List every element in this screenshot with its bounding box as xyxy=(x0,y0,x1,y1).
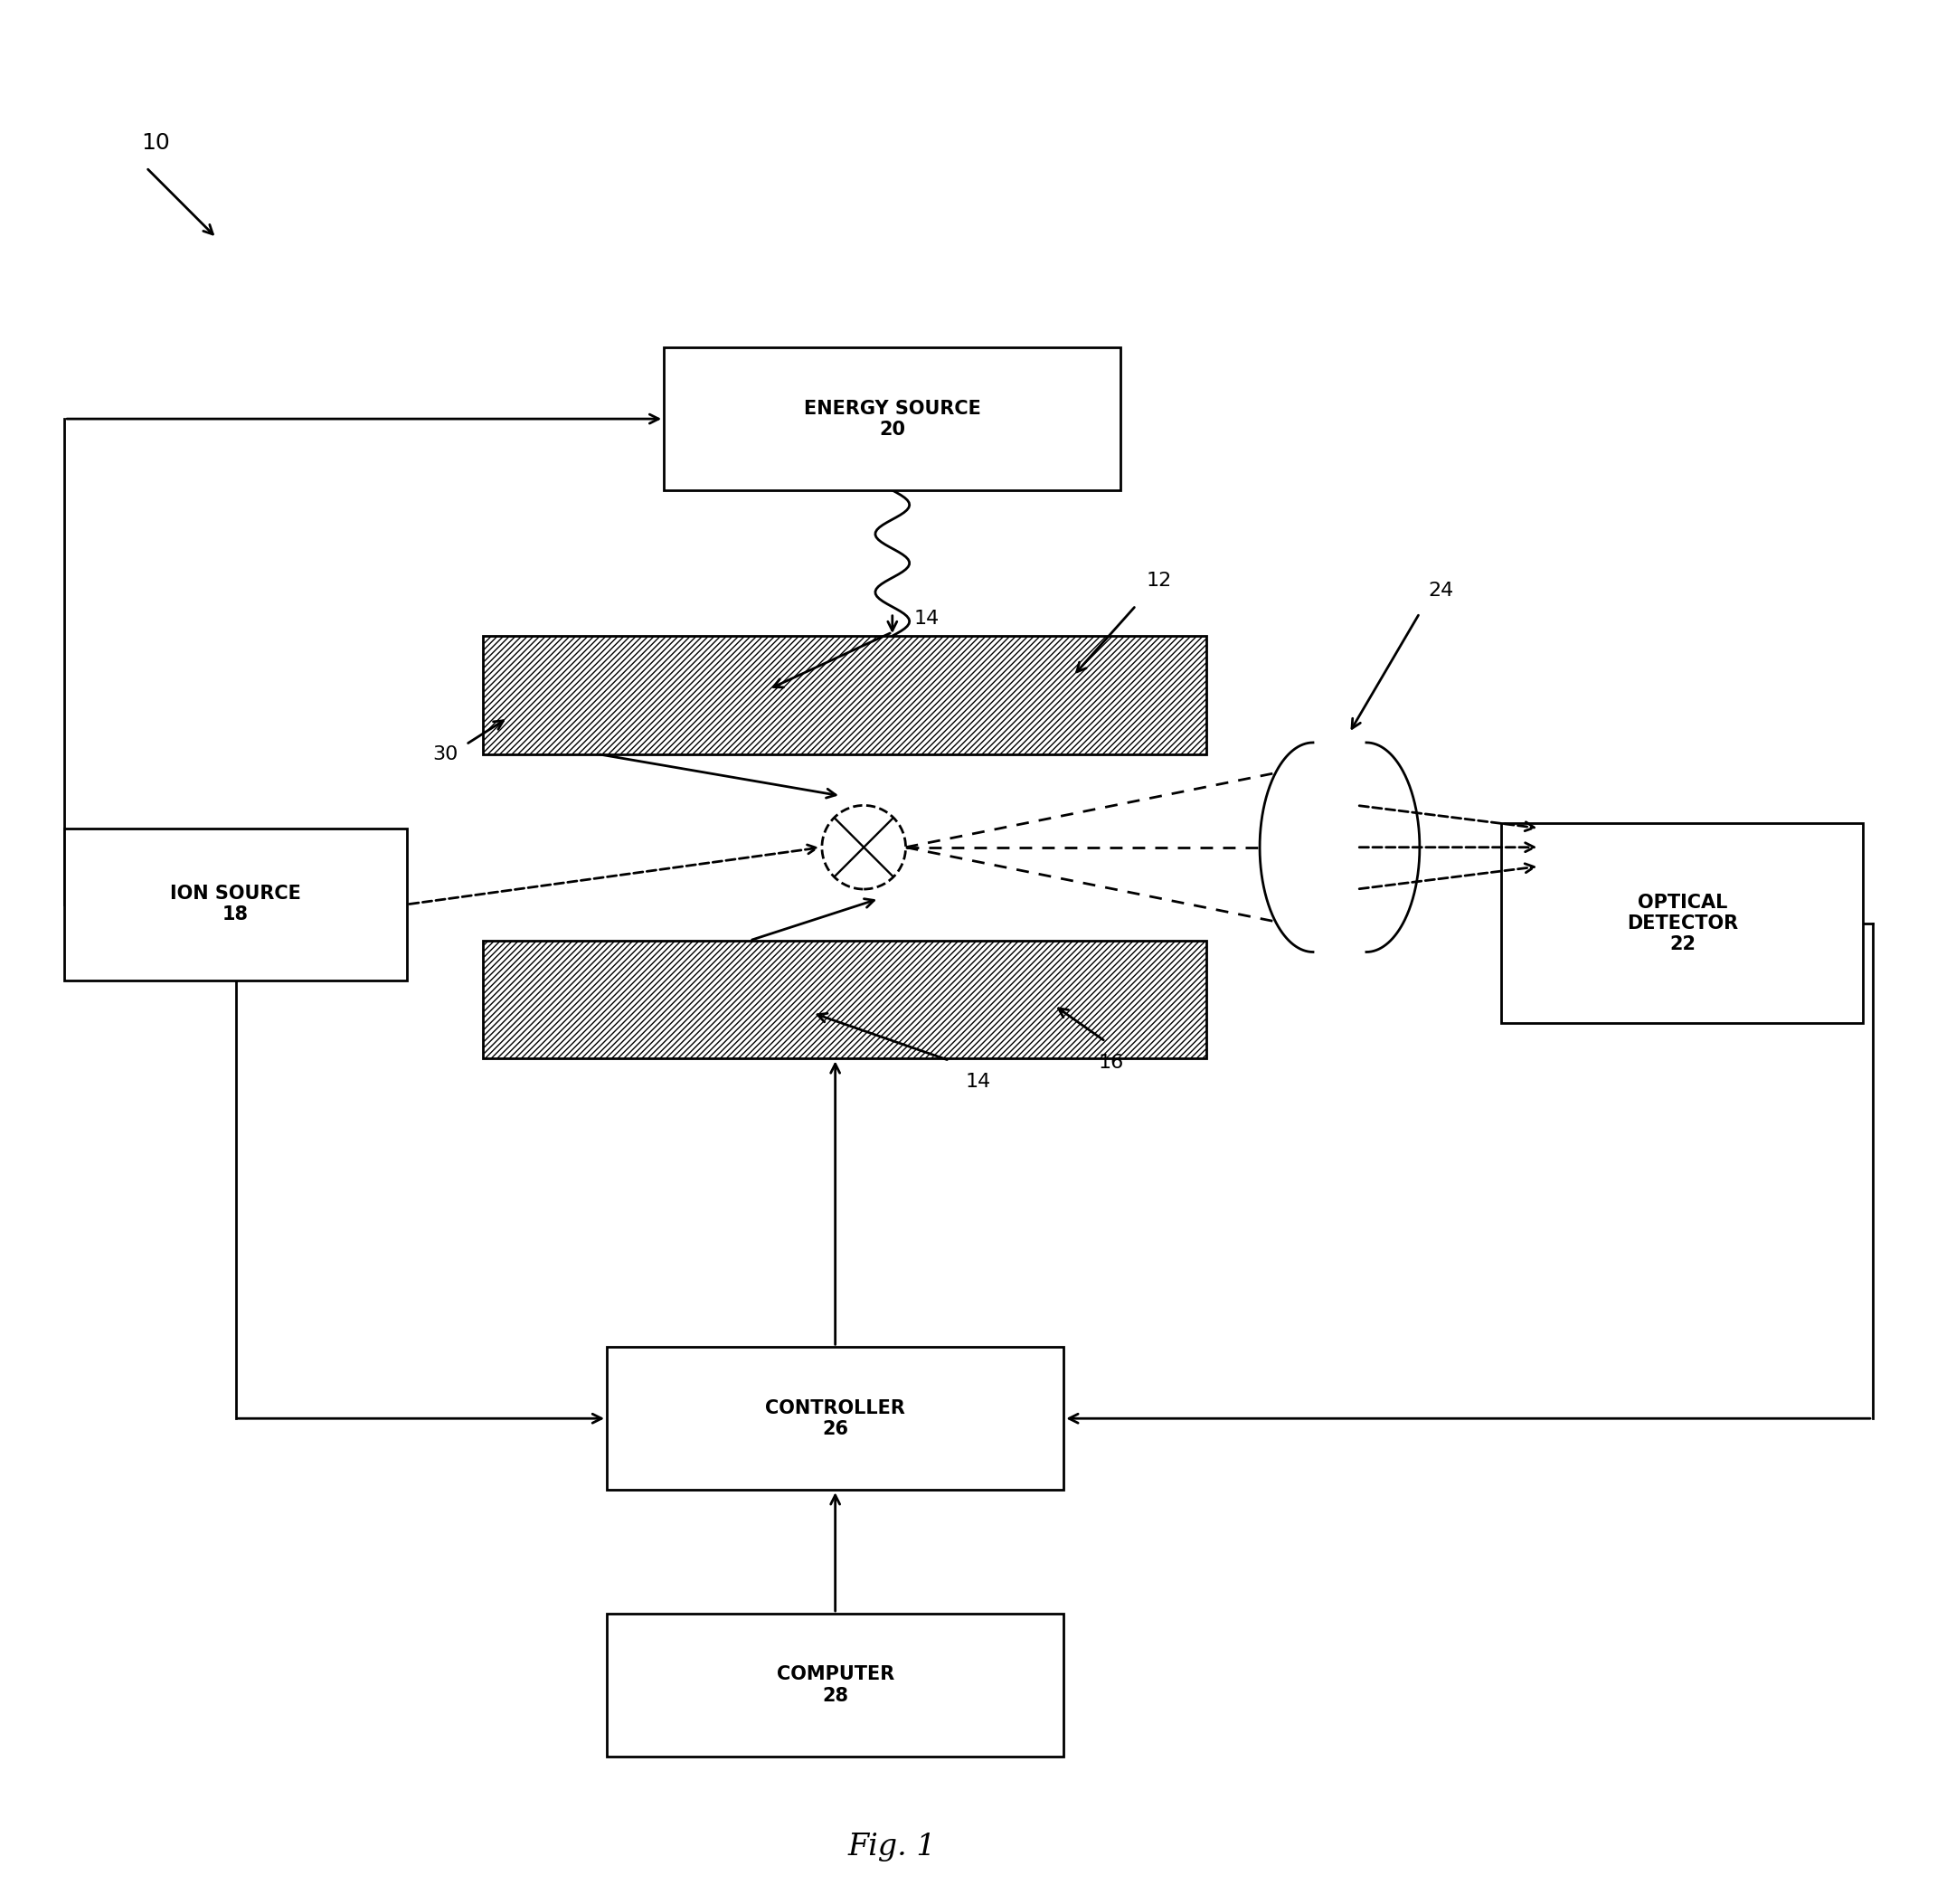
Bar xyxy=(606,1348,1063,1489)
Circle shape xyxy=(821,805,907,889)
Text: OPTICAL
DETECTOR
22: OPTICAL DETECTOR 22 xyxy=(1627,893,1737,954)
Text: ION SOURCE
18: ION SOURCE 18 xyxy=(170,885,300,923)
Text: Fig. 1: Fig. 1 xyxy=(848,1832,936,1862)
Bar xyxy=(482,636,1207,754)
Text: COMPUTER
28: COMPUTER 28 xyxy=(777,1666,895,1704)
Bar xyxy=(64,828,407,981)
Text: 14: 14 xyxy=(914,609,939,628)
Text: 10: 10 xyxy=(141,131,170,154)
Text: ENERGY SOURCE
20: ENERGY SOURCE 20 xyxy=(804,400,980,438)
Bar xyxy=(664,347,1122,489)
Bar xyxy=(606,1613,1063,1755)
Bar xyxy=(482,941,1207,1059)
Text: CONTROLLER
26: CONTROLLER 26 xyxy=(765,1399,905,1438)
Text: 24: 24 xyxy=(1428,581,1453,600)
Bar xyxy=(1501,824,1863,1024)
Text: 12: 12 xyxy=(1147,571,1172,590)
Text: 16: 16 xyxy=(1098,1053,1123,1072)
Polygon shape xyxy=(1259,743,1420,952)
Text: 30: 30 xyxy=(432,744,457,764)
Text: 14: 14 xyxy=(965,1072,992,1091)
